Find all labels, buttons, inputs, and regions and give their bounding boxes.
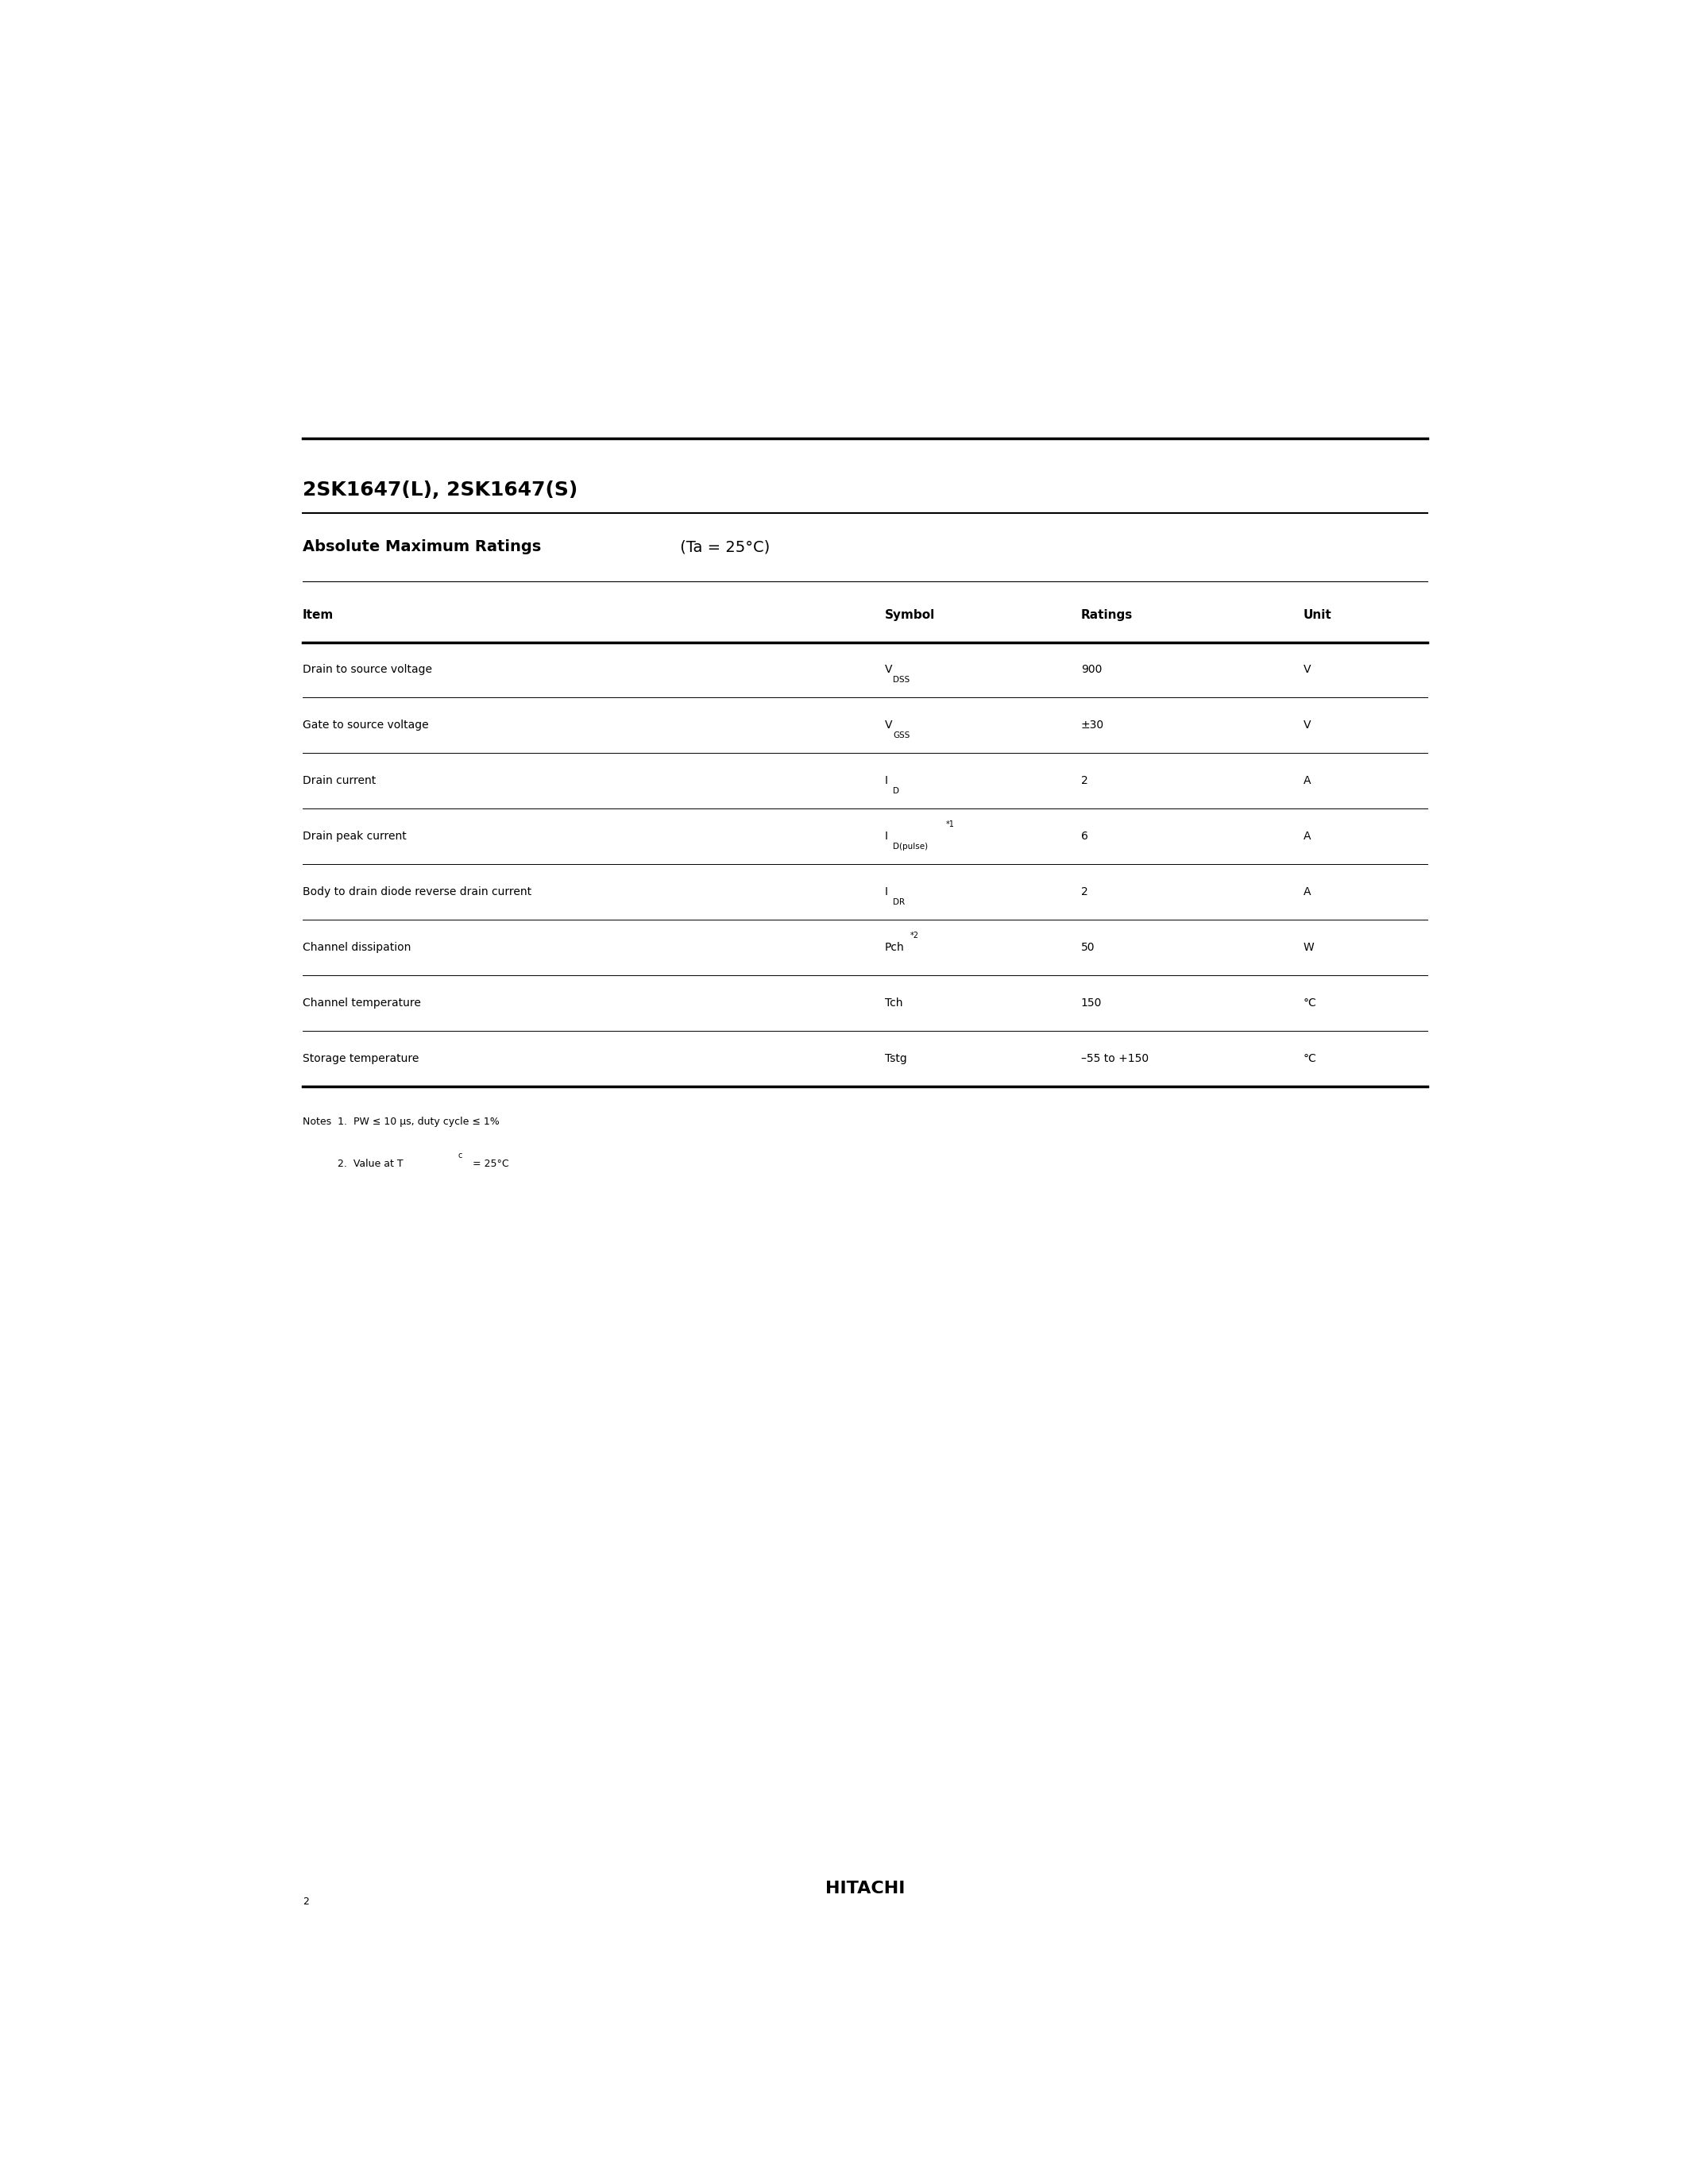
Text: Body to drain diode reverse drain current: Body to drain diode reverse drain curren… xyxy=(302,887,532,898)
Text: *1: *1 xyxy=(945,821,954,828)
Text: V: V xyxy=(885,664,893,675)
Text: A: A xyxy=(1303,775,1312,786)
Text: 2.  Value at T: 2. Value at T xyxy=(302,1158,403,1168)
Text: 6: 6 xyxy=(1080,830,1089,843)
Text: Pch: Pch xyxy=(885,941,905,952)
Text: Tch: Tch xyxy=(885,998,903,1009)
Text: 2: 2 xyxy=(302,1896,309,1907)
Text: A: A xyxy=(1303,887,1312,898)
Text: = 25°C: = 25°C xyxy=(469,1158,510,1168)
Text: HITACHI: HITACHI xyxy=(825,1880,905,1896)
Text: D(pulse): D(pulse) xyxy=(893,843,928,850)
Text: Symbol: Symbol xyxy=(885,609,935,620)
Text: Item: Item xyxy=(302,609,334,620)
Text: Channel temperature: Channel temperature xyxy=(302,998,420,1009)
Text: I: I xyxy=(885,775,888,786)
Text: °C: °C xyxy=(1303,1053,1317,1064)
Text: I: I xyxy=(885,887,888,898)
Text: Tstg: Tstg xyxy=(885,1053,906,1064)
Text: Notes  1.  PW ≤ 10 μs, duty cycle ≤ 1%: Notes 1. PW ≤ 10 μs, duty cycle ≤ 1% xyxy=(302,1116,500,1127)
Text: A: A xyxy=(1303,830,1312,843)
Text: 2: 2 xyxy=(1080,887,1087,898)
Text: V: V xyxy=(1303,721,1312,732)
Text: (Ta = 25°C): (Ta = 25°C) xyxy=(675,539,770,555)
Text: 2: 2 xyxy=(1080,775,1087,786)
Text: Unit: Unit xyxy=(1303,609,1332,620)
Text: Drain to source voltage: Drain to source voltage xyxy=(302,664,432,675)
Text: W: W xyxy=(1303,941,1315,952)
Text: GSS: GSS xyxy=(893,732,910,740)
Text: 50: 50 xyxy=(1080,941,1096,952)
Text: c: c xyxy=(457,1151,463,1160)
Text: Drain peak current: Drain peak current xyxy=(302,830,407,843)
Text: DR: DR xyxy=(893,898,905,906)
Text: Absolute Maximum Ratings: Absolute Maximum Ratings xyxy=(302,539,542,555)
Text: 150: 150 xyxy=(1080,998,1102,1009)
Text: 900: 900 xyxy=(1080,664,1102,675)
Text: DSS: DSS xyxy=(893,677,910,684)
Text: –55 to +150: –55 to +150 xyxy=(1080,1053,1148,1064)
Text: V: V xyxy=(885,721,893,732)
Text: D: D xyxy=(893,786,900,795)
Text: Channel dissipation: Channel dissipation xyxy=(302,941,410,952)
Text: °C: °C xyxy=(1303,998,1317,1009)
Text: ±30: ±30 xyxy=(1080,721,1104,732)
Text: V: V xyxy=(1303,664,1312,675)
Text: I: I xyxy=(885,830,888,843)
Text: Storage temperature: Storage temperature xyxy=(302,1053,419,1064)
Text: Gate to source voltage: Gate to source voltage xyxy=(302,721,429,732)
Text: Drain current: Drain current xyxy=(302,775,376,786)
Text: 2SK1647(L), 2SK1647(S): 2SK1647(L), 2SK1647(S) xyxy=(302,480,577,500)
Text: Ratings: Ratings xyxy=(1080,609,1133,620)
Text: *2: *2 xyxy=(910,933,918,939)
